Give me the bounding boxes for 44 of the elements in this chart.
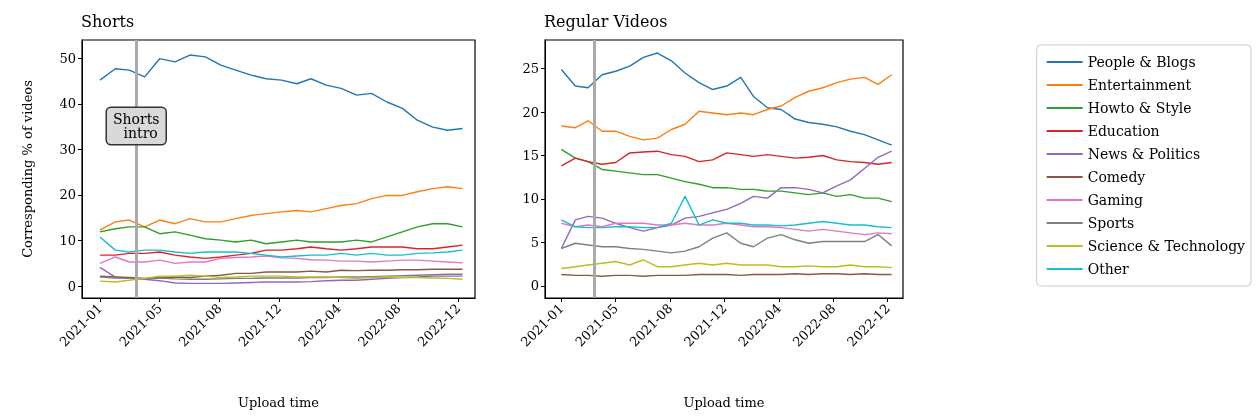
- legend-label: Gaming: [1087, 192, 1143, 208]
- line-series: [560, 232, 893, 254]
- y-tick-label: 20: [59, 187, 76, 203]
- y-tick-label: 25: [522, 61, 539, 77]
- y-tick-label: 15: [522, 148, 539, 164]
- line-series: [99, 223, 464, 245]
- chart-title: Shorts: [81, 11, 135, 31]
- x-axis-title: Upload time: [683, 395, 765, 410]
- legend-label: News & Politics: [1087, 146, 1201, 162]
- line-series: [99, 236, 464, 258]
- legend-label: People & Blogs: [1087, 54, 1196, 70]
- line-series: [560, 74, 893, 141]
- y-axis-title: Corresponding % of videos: [20, 80, 35, 258]
- line-series: [99, 186, 464, 231]
- line-series: [99, 266, 464, 285]
- y-tick-label: 0: [530, 278, 539, 294]
- line-series: [99, 268, 464, 280]
- legend-label: Education: [1087, 123, 1160, 139]
- line-series: [560, 150, 893, 167]
- line-series: [560, 150, 893, 250]
- y-tick-label: 5: [530, 234, 539, 250]
- y-tick-label: 30: [59, 141, 76, 157]
- y-tick-label: 50: [59, 50, 76, 66]
- ref-line-label: Shorts intro: [112, 111, 160, 141]
- line-series: [560, 148, 893, 203]
- legend-label: Howto & Style: [1087, 100, 1192, 116]
- legend-label: Sports: [1087, 215, 1135, 231]
- legend-label: Entertainment: [1087, 77, 1192, 93]
- line-series: [560, 259, 893, 270]
- y-tick-label: 10: [522, 191, 539, 207]
- line-series: [99, 244, 464, 260]
- line-series: [560, 222, 893, 236]
- legend-label: Other: [1087, 261, 1130, 277]
- legend-label: Science & Technology: [1087, 238, 1246, 254]
- chart-title: Regular Videos: [544, 11, 668, 31]
- legend-label: Comedy: [1087, 169, 1146, 185]
- y-tick-label: 0: [67, 278, 76, 294]
- y-tick-label: 20: [522, 104, 539, 120]
- y-tick-label: 40: [59, 96, 76, 112]
- line-series: [99, 255, 464, 265]
- x-axis-title: Upload time: [238, 395, 320, 410]
- y-tick-label: 10: [59, 233, 76, 249]
- line-series: [560, 52, 893, 146]
- line-series: [560, 195, 893, 229]
